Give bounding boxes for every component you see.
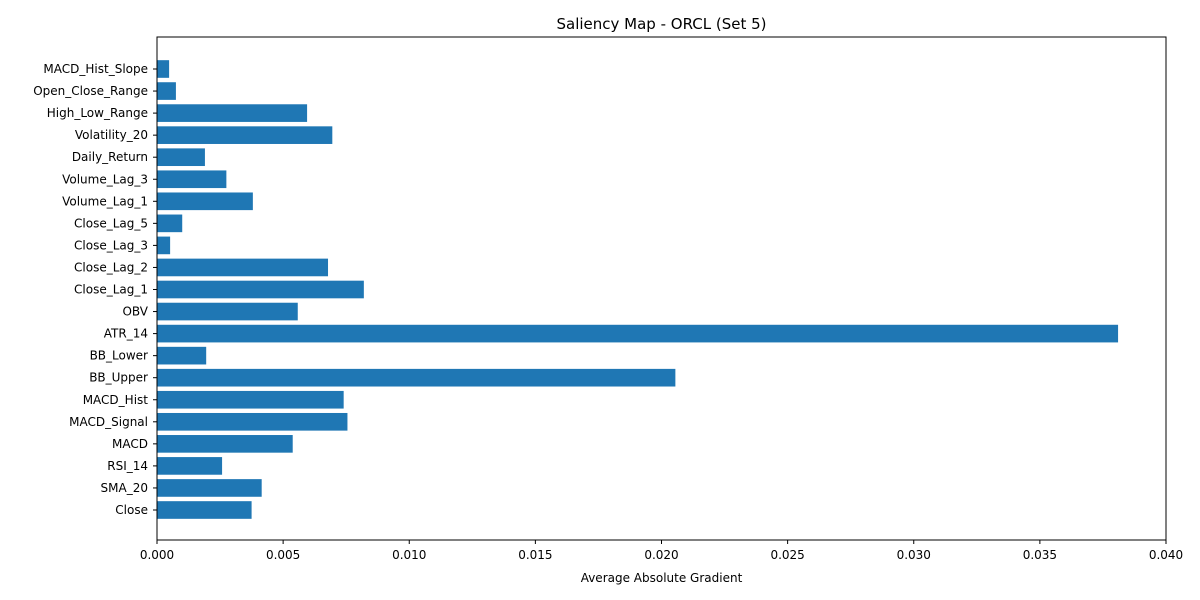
y-tick-label: RSI_14	[107, 459, 148, 473]
x-tick-label: 0.010	[392, 548, 426, 562]
x-tick-group: 0.000 0.005 0.010 0.015 0.020 0.025 0.030 0.035…	[140, 540, 1183, 562]
bar-atr-14	[157, 324, 1119, 343]
x-tick-label: 0.035	[1023, 548, 1057, 562]
y-tick-label: OBV	[122, 305, 148, 319]
y-tick-label: Close_Lag_1	[74, 283, 148, 297]
y-tick-label: Close_Lag_2	[74, 260, 148, 274]
bar-bb-lower	[157, 346, 207, 365]
bar-close-lag-1	[157, 280, 364, 299]
x-tick-label: 0.015	[518, 548, 552, 562]
bar-close-lag-5	[157, 214, 183, 233]
x-tick-label: 0.005	[266, 548, 300, 562]
y-tick-label: Close_Lag_3	[74, 238, 148, 252]
y-tick-group: Close SMA_20 RSI_14 MACD MACD_Signal MACD_His…	[33, 62, 157, 517]
plot-frame	[156, 36, 1167, 541]
y-tick-label: SMA_20	[101, 481, 148, 495]
y-tick-label: Close_Lag_5	[74, 216, 148, 230]
y-tick-label: MACD_Hist_Slope	[43, 62, 148, 76]
x-tick-label: 0.030	[897, 548, 931, 562]
y-tick-label: Volume_Lag_3	[62, 172, 148, 186]
y-tick-label: Volume_Lag_1	[62, 194, 148, 208]
x-tick-label: 0.040	[1149, 548, 1183, 562]
y-tick-label: BB_Upper	[89, 371, 148, 385]
bars-group	[157, 60, 1119, 519]
bar-macd	[157, 435, 293, 453]
bar-volatility-20	[157, 126, 333, 144]
bar-daily-return	[157, 148, 205, 167]
bar-obv	[157, 302, 298, 321]
bar-volume-lag-3	[157, 170, 227, 189]
x-tick-label: 0.025	[770, 548, 804, 562]
bar-open-close-range	[157, 82, 176, 100]
y-tick-label: BB_Lower	[90, 349, 148, 363]
bar-macd-hist	[157, 390, 344, 409]
x-tick-label: 0.000	[140, 548, 174, 562]
y-tick-label: High_Low_Range	[47, 106, 148, 120]
y-tick-label: MACD_Signal	[69, 415, 148, 429]
bar-macd-hist-slope	[157, 60, 170, 78]
bar-sma-20	[157, 479, 262, 497]
x-tick-label: 0.020	[644, 548, 678, 562]
y-tick-label: MACD	[112, 437, 148, 451]
chart-title: Saliency Map - ORCL (Set 5)	[556, 15, 766, 33]
y-tick-label: MACD_Hist	[83, 393, 149, 407]
y-tick-label: Close	[115, 503, 148, 517]
bar-macd-signal	[157, 412, 348, 431]
x-axis-label: Average Absolute Gradient	[581, 571, 743, 585]
bar-volume-lag-1	[157, 192, 253, 211]
bar-high-low-range	[157, 104, 308, 122]
bar-close-lag-2	[157, 258, 329, 277]
y-tick-label: Volatility_20	[75, 128, 148, 142]
y-tick-label: Daily_Return	[72, 150, 148, 164]
bar-rsi-14	[157, 457, 223, 475]
bar-close	[157, 501, 252, 519]
y-tick-label: ATR_14	[104, 327, 148, 341]
bar-close-lag-3	[157, 236, 171, 255]
y-tick-label: Open_Close_Range	[33, 84, 148, 98]
bar-bb-upper	[157, 368, 676, 387]
